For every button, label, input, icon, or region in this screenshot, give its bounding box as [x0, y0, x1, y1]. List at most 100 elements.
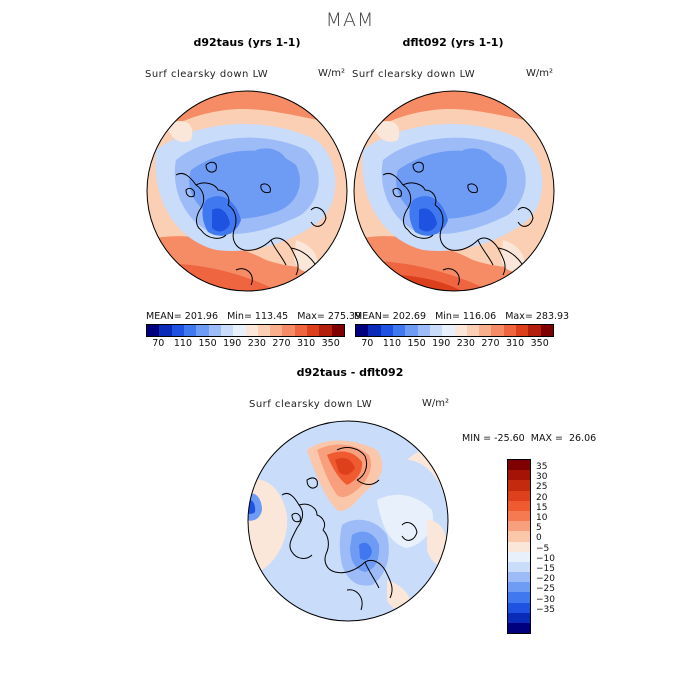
panel-3-colorbar	[507, 459, 531, 635]
colorbar-swatch	[159, 325, 172, 336]
colorbar-tick-label: 5	[536, 523, 542, 534]
colorbar-tick-label: 270	[481, 338, 500, 349]
colorbar-swatch	[491, 325, 504, 336]
colorbar-swatch	[454, 325, 467, 336]
colorbar-tick-label: −20	[536, 574, 555, 585]
panel-2-max: Max= 283.93	[505, 311, 570, 322]
colorbar-swatch	[392, 325, 406, 336]
colorbar-swatch	[307, 325, 320, 336]
colorbar-tick-label: −10	[536, 553, 555, 564]
colorbar-swatch	[508, 592, 530, 603]
colorbar-swatch	[508, 551, 530, 562]
panel-3-subtitle: Surf clearsky down LW	[249, 399, 373, 410]
colorbar-tick-label: 0	[536, 533, 542, 544]
panel-2-units: W/m²	[526, 68, 554, 79]
colorbar-tick-label: 70	[361, 338, 374, 349]
panel-1-max: Max= 275.39	[297, 311, 362, 322]
colorbar-tick-label: −5	[536, 543, 550, 554]
colorbar-tick-label: 310	[296, 338, 316, 349]
colorbar-swatch	[368, 325, 381, 336]
colorbar-tick-label: 10	[536, 513, 548, 523]
colorbar-swatch	[516, 325, 529, 336]
panel-1-min: Min= 113.45	[227, 311, 289, 322]
colorbar-tick-label: −25	[536, 584, 555, 595]
colorbar-tick-label: 30	[536, 472, 548, 483]
colorbar-swatch	[208, 325, 221, 336]
colorbar-swatch	[508, 572, 530, 583]
colorbar-tick-label: 15	[536, 502, 548, 513]
panel-3-polar-map	[247, 420, 449, 622]
colorbar-swatch	[294, 325, 308, 336]
colorbar-swatch	[508, 561, 530, 573]
colorbar-swatch	[508, 510, 530, 522]
colorbar-swatch	[319, 325, 332, 336]
colorbar-swatch	[508, 612, 530, 623]
colorbar-swatch	[508, 500, 530, 511]
colorbar-swatch	[380, 325, 393, 336]
colorbar-swatch	[508, 623, 530, 634]
colorbar-tick-label: 270	[272, 338, 291, 349]
colorbar-swatch	[183, 325, 197, 336]
figure-title: MAM	[325, 9, 375, 31]
colorbar-tick-label: 20	[536, 492, 548, 503]
colorbar-swatch	[417, 325, 430, 336]
colorbar-tick-label: 350	[530, 338, 549, 349]
panel-2-min: Min= 116.06	[435, 311, 497, 322]
colorbar-swatch	[508, 470, 530, 481]
colorbar-tick-label: 25	[536, 482, 548, 493]
colorbar-tick-label: 190	[223, 338, 242, 349]
colorbar-swatch	[508, 541, 530, 552]
colorbar-tick-label: 110	[382, 338, 401, 349]
colorbar-swatch	[196, 325, 209, 336]
colorbar-swatch	[466, 325, 480, 336]
colorbar-tick-label: 190	[432, 338, 451, 349]
panel-2-polar-map	[353, 90, 555, 292]
colorbar-tick-label: 110	[173, 338, 192, 349]
colorbar-tick-label: 230	[456, 338, 475, 349]
colorbar-tick-label: 35	[536, 462, 548, 472]
panel-3-colorbar-ticks: 35 30 25 20 15 10 5 0 −5 −10 −15 −20 −25 −30 −35	[536, 462, 576, 623]
colorbar-swatch	[331, 325, 344, 336]
panel-1-colorbar	[146, 324, 345, 337]
colorbar-swatch	[508, 521, 530, 532]
colorbar-swatch	[233, 325, 246, 336]
colorbar-tick-label: 150	[198, 338, 217, 349]
panel-2-colorbar	[355, 324, 554, 337]
colorbar-swatch	[356, 325, 369, 336]
colorbar-tick-label: 350	[321, 338, 340, 349]
colorbar-swatch	[147, 325, 160, 336]
colorbar-tick-label: −35	[536, 604, 555, 615]
panel-3-units: W/m²	[422, 398, 450, 409]
colorbar-swatch	[270, 325, 283, 336]
colorbar-tick-label: 230	[247, 338, 266, 349]
colorbar-tick-label: 70	[152, 338, 165, 349]
panel-1-mean: MEAN= 201.96	[146, 311, 219, 322]
colorbar-swatch	[220, 325, 234, 336]
colorbar-swatch	[429, 325, 443, 336]
panel-1-title: d92taus (yrs 1-1)	[193, 36, 301, 49]
colorbar-swatch	[508, 582, 530, 593]
colorbar-tick-label: −30	[536, 594, 555, 605]
panel-1-polar-map	[146, 90, 348, 292]
colorbar-swatch	[508, 460, 530, 471]
panel-2-mean: MEAN= 202.69	[354, 311, 427, 322]
panel-2-subtitle: Surf clearsky down LW	[352, 69, 476, 80]
colorbar-swatch	[528, 325, 541, 336]
colorbar-tick-label: 150	[407, 338, 426, 349]
panel-3-title: d92taus - dflt092	[296, 366, 404, 379]
panel-1-subtitle: Surf clearsky down LW	[145, 69, 269, 80]
colorbar-swatch	[508, 480, 530, 491]
colorbar-swatch	[282, 325, 295, 336]
colorbar-swatch	[508, 531, 530, 542]
colorbar-swatch	[508, 490, 530, 501]
panel-1-units: W/m²	[318, 68, 346, 79]
panel-2-title: dflt092 (yrs 1-1)	[402, 36, 504, 49]
colorbar-tick-label: −15	[536, 564, 555, 574]
colorbar-swatch	[508, 602, 530, 613]
colorbar-swatch	[245, 325, 258, 336]
panel-1-colorbar-ticks: 70 110 150 190 230 270 310 350	[146, 338, 343, 350]
panel-2-colorbar-ticks: 70 110 150 190 230 270 310 350	[355, 338, 552, 350]
colorbar-swatch	[479, 325, 492, 336]
panel-3-minmax: MIN = -25.60 MAX = 26.06	[462, 433, 597, 444]
colorbar-swatch	[171, 325, 184, 336]
